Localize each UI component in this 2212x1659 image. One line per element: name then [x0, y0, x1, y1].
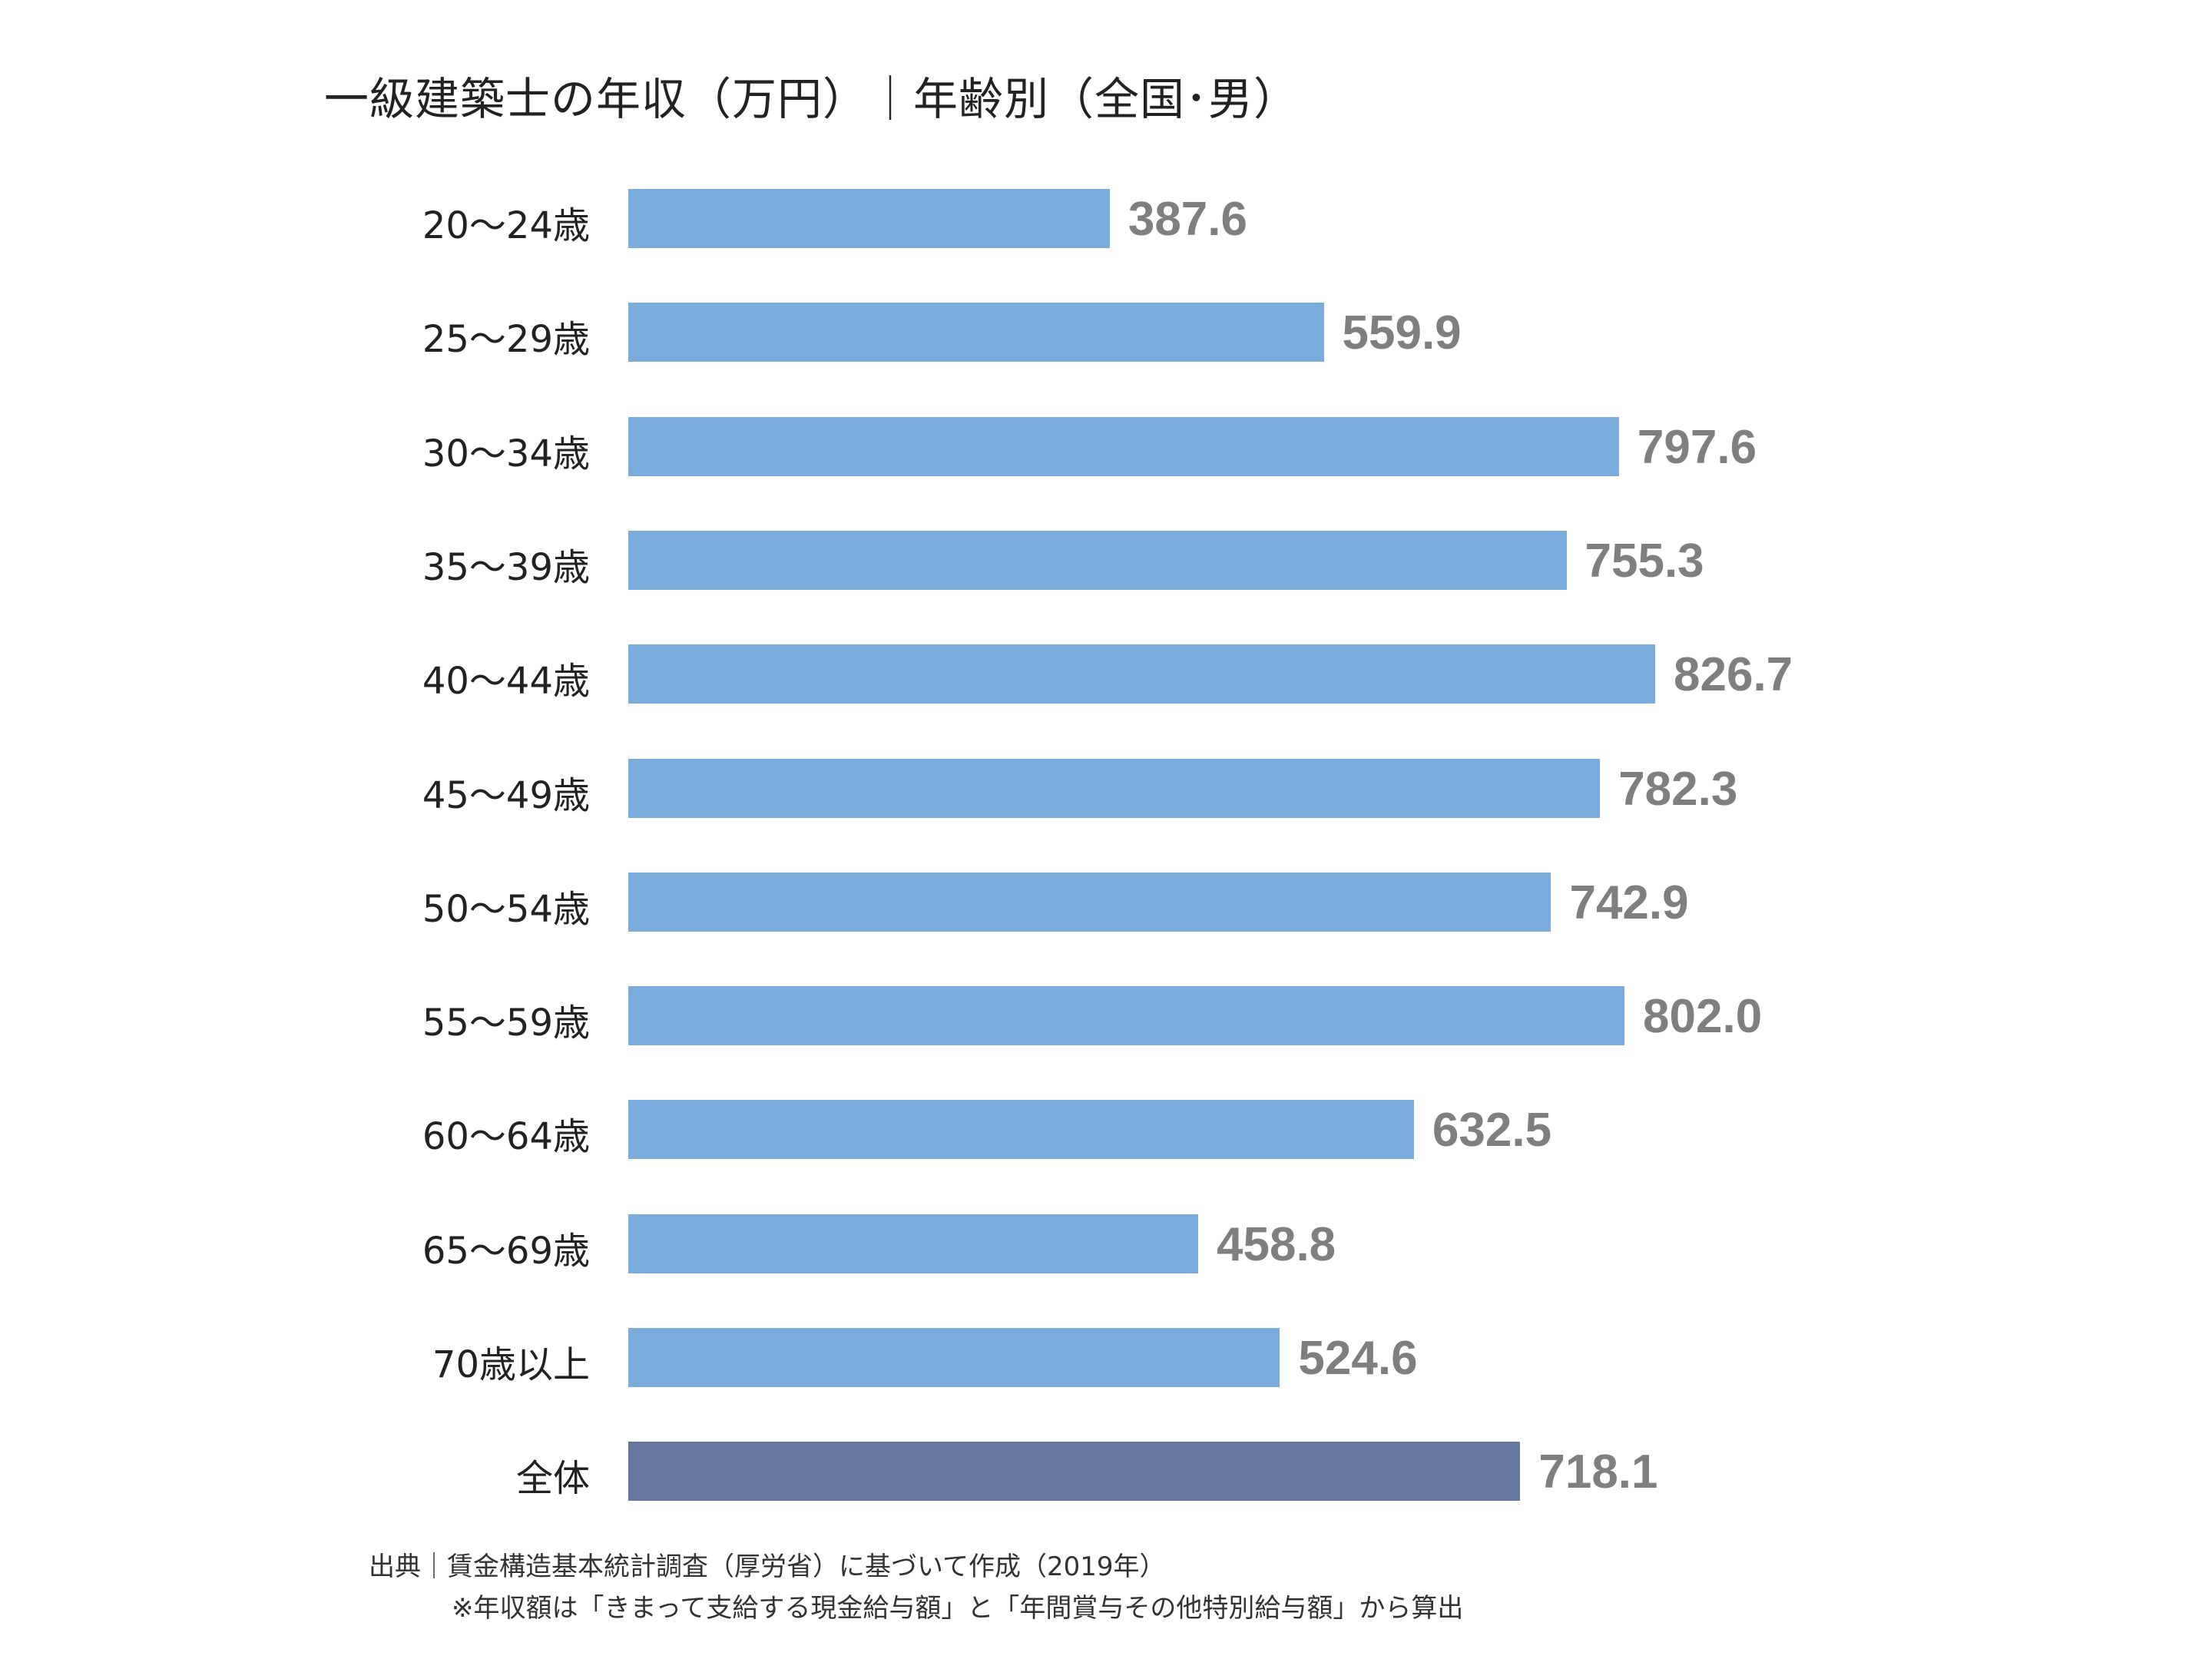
bar [628, 303, 1324, 363]
bar [628, 644, 1655, 704]
bar [628, 758, 1601, 818]
bar [628, 1214, 1198, 1273]
category-label: 55～59歳 [422, 1002, 590, 1045]
value-label: 742.9 [1569, 876, 1689, 929]
calculation-note: ※年収額は「きまって支給する現金給与額」と「年間賞与その他特別給与額」から算出 [452, 1593, 1464, 1624]
category-label: 60～64歳 [422, 1115, 590, 1159]
bar [628, 530, 1567, 590]
category-label: 20～24歳 [422, 204, 590, 247]
category-label: 40～44歳 [422, 660, 590, 704]
category-label: 70歳以上 [432, 1343, 590, 1386]
category-label: 全体 [515, 1457, 590, 1501]
bar [628, 189, 1110, 248]
value-label: 559.9 [1342, 306, 1462, 360]
bar [628, 1100, 1414, 1160]
value-label: 755.3 [1584, 534, 1704, 588]
value-label: 797.6 [1637, 420, 1757, 474]
source-note: 出典｜賃金構造基本統計調査（厚労省）に基づいて作成（2019年） [369, 1551, 1166, 1582]
chart-title: 一級建築士の年収（万円）｜年齢別（全国･男） [324, 73, 1300, 125]
bar [628, 986, 1625, 1046]
value-label: 387.6 [1128, 193, 1247, 246]
category-label: 25～29歳 [422, 318, 590, 362]
bar [628, 416, 1619, 476]
bar [628, 1328, 1280, 1387]
category-label: 50～54歳 [422, 887, 590, 931]
value-label: 802.0 [1643, 990, 1763, 1044]
value-label: 632.5 [1432, 1104, 1552, 1157]
bar [628, 872, 1551, 932]
bar-total [628, 1442, 1521, 1502]
value-label: 826.7 [1674, 648, 1793, 702]
category-label: 30～34歳 [422, 432, 590, 475]
category-label: 35～39歳 [422, 545, 590, 589]
value-label: 458.8 [1217, 1217, 1336, 1271]
value-label: 782.3 [1618, 762, 1738, 816]
category-label: 45～49歳 [422, 773, 590, 817]
value-label: 524.6 [1298, 1332, 1418, 1385]
category-label: 65～69歳 [422, 1229, 590, 1273]
value-label: 718.1 [1538, 1445, 1658, 1499]
